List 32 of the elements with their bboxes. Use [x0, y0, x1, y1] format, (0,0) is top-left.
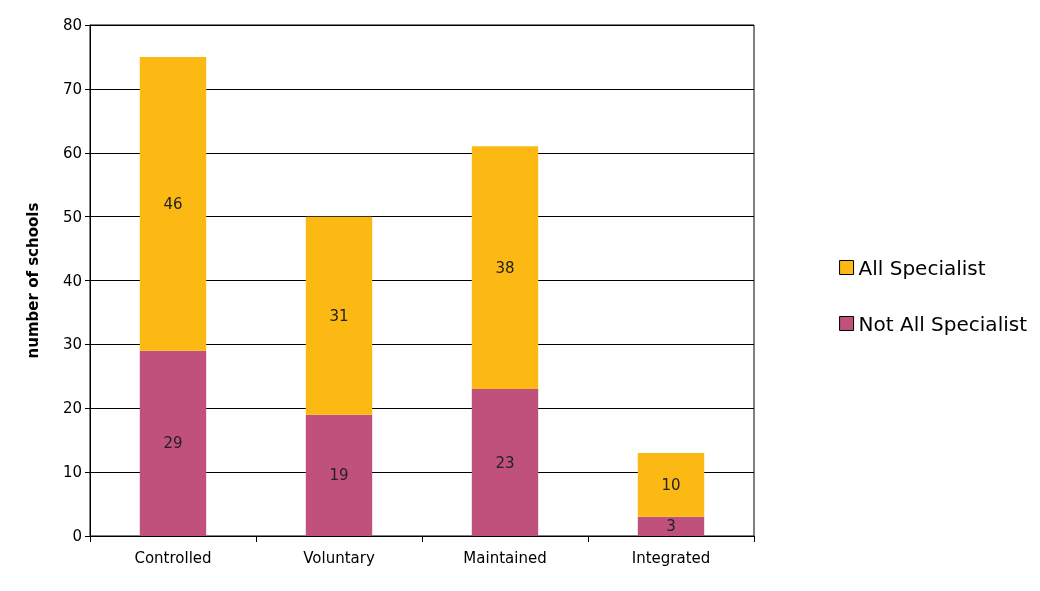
y-tick-label: 20 — [62, 399, 82, 418]
legend-label: Not All Specialist — [858, 311, 1028, 336]
data-label: 19 — [329, 466, 349, 485]
y-tick-label: 40 — [62, 271, 82, 290]
bar — [471, 389, 539, 536]
y-tick-label: 0 — [72, 527, 82, 545]
legend-label: All Specialist — [858, 255, 986, 280]
y-tick-label: 50 — [62, 207, 82, 226]
data-label: 38 — [495, 258, 515, 277]
data-label: 46 — [163, 194, 183, 213]
data-label: 29 — [163, 434, 183, 453]
bar — [637, 452, 705, 517]
y-tick-label: 80 — [62, 16, 82, 34]
bar — [637, 516, 705, 536]
x-tick-label: Controlled — [134, 548, 212, 567]
data-label: 10 — [661, 475, 681, 494]
data-label: 31 — [329, 306, 349, 325]
x-tick-label: Voluntary — [303, 548, 375, 567]
y-tick-label: 10 — [62, 463, 82, 482]
y-tick-label: 60 — [62, 143, 82, 162]
bar — [471, 146, 539, 390]
bar — [139, 56, 207, 351]
bar — [305, 414, 373, 536]
bar — [305, 216, 373, 415]
data-label: 3 — [666, 517, 676, 536]
x-tick-label: Integrated — [631, 548, 711, 567]
y-axis-title: number of schools — [23, 202, 42, 359]
bar — [139, 350, 207, 536]
data-label: 23 — [495, 453, 515, 472]
y-tick-label: 30 — [62, 335, 82, 354]
y-tick-label: 70 — [62, 79, 82, 98]
x-tick-label: Maintained — [463, 548, 547, 567]
